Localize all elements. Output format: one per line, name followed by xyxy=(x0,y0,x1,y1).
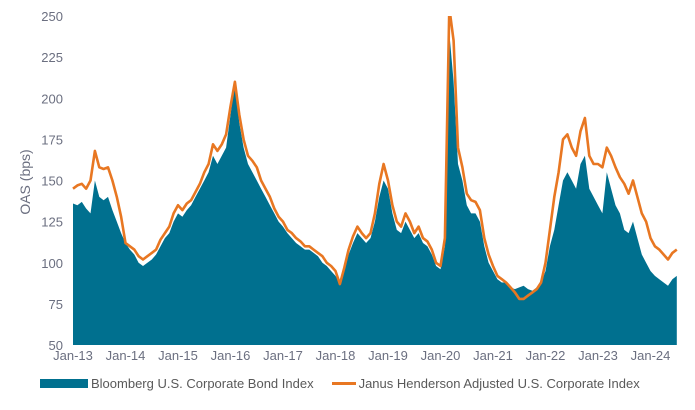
y-tick-label: 50 xyxy=(49,338,63,353)
x-tick-label: Jan-16 xyxy=(211,348,251,363)
x-tick-label: Jan-22 xyxy=(526,348,566,363)
x-tick-label: Jan-14 xyxy=(106,348,146,363)
bloomberg-area xyxy=(73,32,677,346)
y-tick-label: 250 xyxy=(41,9,63,24)
y-axis-ticks: 50 75 100 125 150 175 200 225 250 xyxy=(41,9,63,353)
y-tick-label: 150 xyxy=(41,174,63,189)
legend-swatch-bloomberg xyxy=(40,379,88,388)
x-tick-label: Jan-20 xyxy=(421,348,461,363)
x-tick-label: Jan-21 xyxy=(473,348,513,363)
legend-label-bloomberg: Bloomberg U.S. Corporate Bond Index xyxy=(91,376,314,391)
x-tick-label: Jan-18 xyxy=(316,348,356,363)
y-tick-label: 125 xyxy=(41,215,63,230)
x-tick-label: Jan-13 xyxy=(53,348,93,363)
janus-henderson-line xyxy=(72,16,678,301)
legend-swatch-janus xyxy=(331,382,356,385)
legend-label-janus: Janus Henderson Adjusted U.S. Corporate … xyxy=(358,376,640,391)
y-tick-label: 200 xyxy=(41,91,63,106)
x-tick-label: Jan-23 xyxy=(578,348,618,363)
y-tick-label: 175 xyxy=(41,132,63,147)
x-tick-label: Jan-24 xyxy=(631,348,671,363)
y-tick-label: 75 xyxy=(49,297,63,312)
x-axis-ticks: Jan-13 Jan-14 Jan-15 Jan-16 Jan-17 Jan-18 Jan-… xyxy=(53,348,670,363)
x-tick-label: Jan-15 xyxy=(158,348,198,363)
y-tick-label: 100 xyxy=(41,256,63,271)
x-tick-label: Jan-17 xyxy=(263,348,303,363)
y-tick-label: 225 xyxy=(41,50,63,65)
x-tick-label: Jan-19 xyxy=(368,348,408,363)
y-axis-label: OAS (bps) xyxy=(17,149,33,214)
legend: Bloomberg U.S. Corporate Bond Index Janu… xyxy=(40,376,640,391)
